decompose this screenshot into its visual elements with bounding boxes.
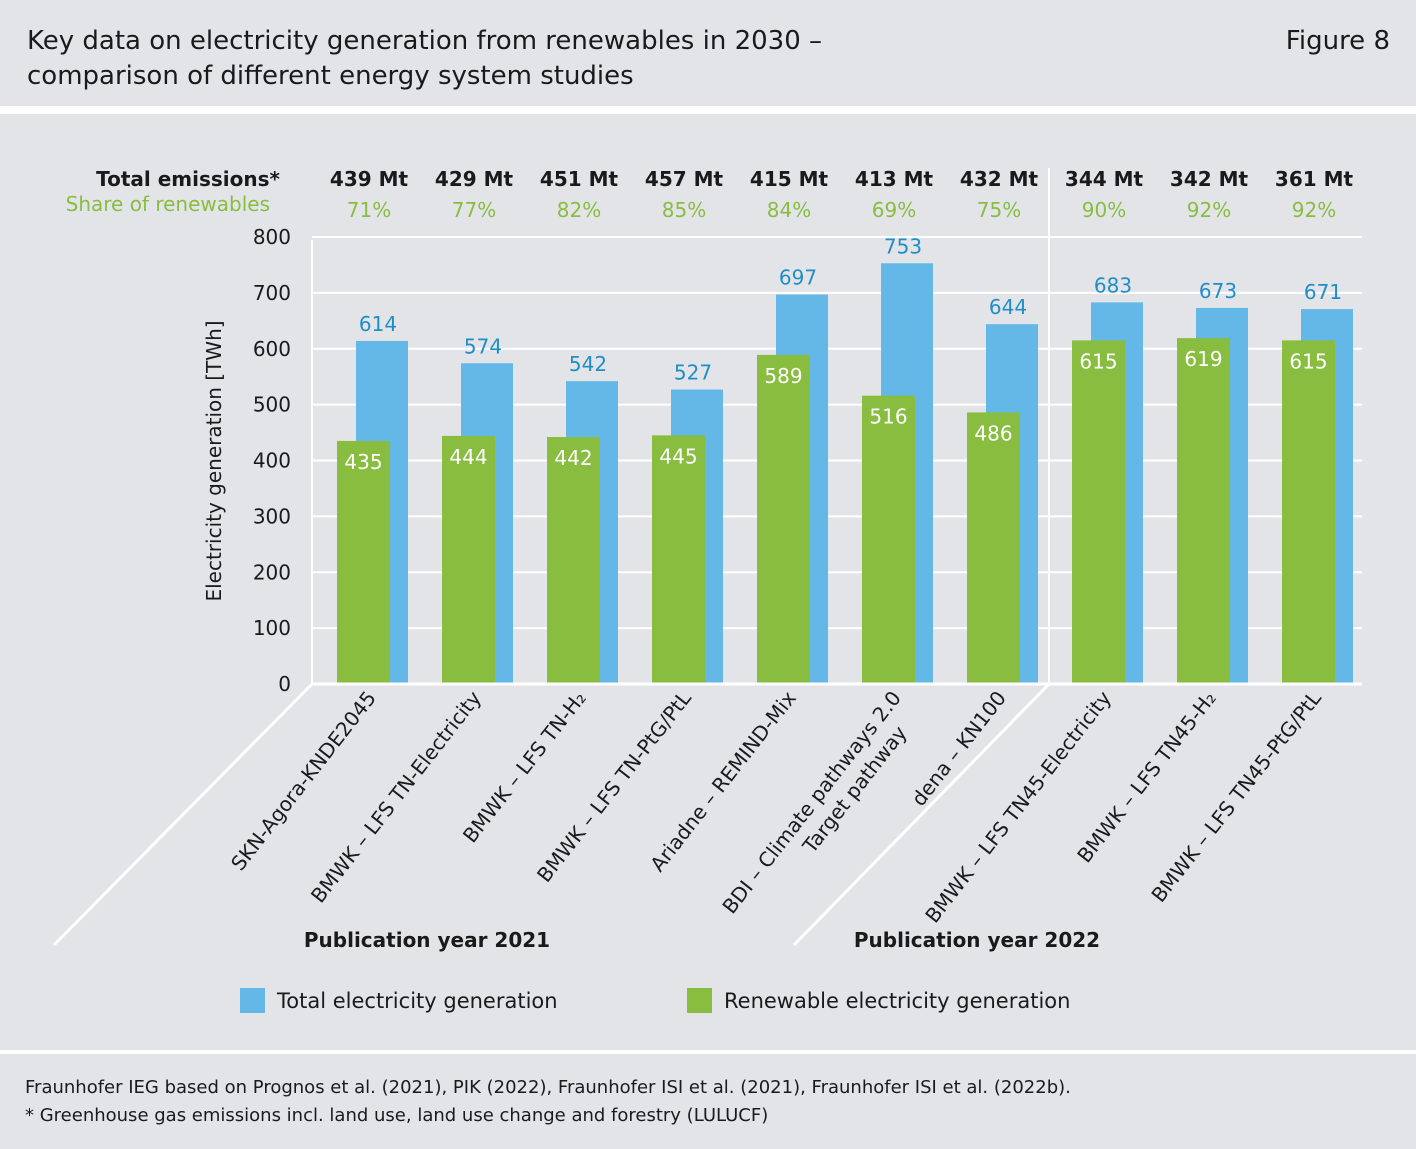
category-label-line: BMWK – LFS TN45-PtG/PtL <box>1146 686 1326 907</box>
emissions-row-label: Total emissions* <box>96 167 280 191</box>
y-tick-label: 0 <box>278 672 291 696</box>
share-row-label: Share of renewables <box>66 192 270 216</box>
bar-chart: 0 100 200 300 400 500 600 700 800 Electricity gen… <box>52 167 1362 1013</box>
y-tick-label: 700 <box>253 281 291 305</box>
renewable-generation-bar <box>757 354 810 684</box>
y-axis-label: Electricity generation [TWh] <box>202 320 226 601</box>
group-separator-2021 <box>52 682 314 947</box>
legend-swatch-renewable <box>687 988 712 1013</box>
total-generation-label: 644 <box>989 295 1027 319</box>
category-label: BMWK – LFS TN45-Electricity <box>920 686 1116 927</box>
category-label-line: BDI – Climate pathways 2.0 <box>717 686 906 918</box>
category-label: BMWK – LFS TN-Electricity <box>306 686 486 907</box>
emissions-value: 344 Mt <box>1065 167 1144 191</box>
emissions-value: 457 Mt <box>645 167 724 191</box>
emissions-value: 415 Mt <box>750 167 829 191</box>
emissions-value: 342 Mt <box>1170 167 1249 191</box>
renewable-generation-label: 589 <box>764 364 802 388</box>
renewable-generation-label: 444 <box>449 445 487 469</box>
total-generation-label: 542 <box>569 352 607 376</box>
share-value: 92% <box>1187 198 1231 222</box>
source-note: Fraunhofer IEG based on Prognos et al. (… <box>25 1077 1071 1098</box>
y-tick-label: 400 <box>253 449 291 473</box>
category-label-line: BMWK – LFS TN-Electricity <box>306 686 486 907</box>
renewable-generation-bar <box>442 435 495 684</box>
legend-swatch-total <box>240 988 265 1013</box>
total-generation-label: 527 <box>674 361 712 385</box>
renewable-generation-bar <box>1072 340 1125 684</box>
share-value: 85% <box>662 198 706 222</box>
category-label-line: BMWK – LFS TN45-Electricity <box>920 686 1116 927</box>
renewable-generation-bar <box>967 412 1020 684</box>
emissions-value: 429 Mt <box>435 167 514 191</box>
renewable-generation-bar <box>337 440 390 684</box>
emissions-value: 432 Mt <box>960 167 1039 191</box>
share-value: 77% <box>452 198 496 222</box>
y-tick-label: 200 <box>253 560 291 584</box>
renewable-generation-bar <box>1282 340 1335 684</box>
share-value: 92% <box>1292 198 1336 222</box>
total-generation-label: 574 <box>464 334 502 358</box>
share-value: 69% <box>872 198 916 222</box>
group-label-2021: Publication year 2021 <box>304 928 550 952</box>
group-separator-2022 <box>792 682 1051 947</box>
group-label-2022: Publication year 2022 <box>854 928 1100 952</box>
category-label-line: dena – KN100 <box>907 686 1011 810</box>
title-line-1: Key data on electricity generation from … <box>27 26 823 56</box>
renewable-generation-label: 619 <box>1184 347 1222 371</box>
renewable-generation-label: 615 <box>1289 349 1327 373</box>
renewable-generation-label: 615 <box>1079 349 1117 373</box>
total-generation-label: 671 <box>1304 280 1342 304</box>
total-generation-label: 683 <box>1094 273 1132 297</box>
renewable-generation-label: 435 <box>344 450 382 474</box>
y-tick-label: 500 <box>253 393 291 417</box>
total-generation-label: 673 <box>1199 279 1237 303</box>
chart-title: Key data on electricity generation from … <box>27 24 822 94</box>
y-tick-label: 800 <box>253 225 291 249</box>
emissions-value: 413 Mt <box>855 167 934 191</box>
footnote: * Greenhouse gas emissions incl. land us… <box>25 1105 769 1126</box>
renewable-generation-bar <box>1177 338 1230 684</box>
renewable-generation-label: 445 <box>659 444 697 468</box>
renewable-generation-bar <box>652 435 705 684</box>
y-tick-label: 600 <box>253 337 291 361</box>
y-tick-label: 100 <box>253 616 291 640</box>
category-label: BDI – Climate pathways 2.0Target pathway <box>717 686 926 934</box>
share-value: 71% <box>347 198 391 222</box>
category-label: BMWK – LFS TN45-PtG/PtL <box>1146 686 1326 907</box>
total-generation-label: 697 <box>779 266 817 290</box>
legend-label-renewable: Renewable electricity generation <box>724 989 1070 1013</box>
share-value: 90% <box>1082 198 1126 222</box>
renewable-generation-bar <box>547 437 600 684</box>
renewable-generation-label: 486 <box>974 421 1012 445</box>
y-tick-label: 300 <box>253 504 291 528</box>
renewable-generation-label: 442 <box>554 446 592 470</box>
category-label: dena – KN100 <box>907 686 1011 810</box>
total-generation-label: 753 <box>884 234 922 258</box>
share-value: 75% <box>977 198 1021 222</box>
emissions-value: 361 Mt <box>1275 167 1354 191</box>
emissions-value: 439 Mt <box>330 167 409 191</box>
header-divider <box>0 106 1416 114</box>
renewable-generation-bar <box>862 395 915 684</box>
emissions-value: 451 Mt <box>540 167 619 191</box>
footer-divider <box>0 1050 1416 1054</box>
total-generation-label: 614 <box>359 312 397 336</box>
renewable-generation-label: 516 <box>869 405 907 429</box>
share-value: 82% <box>557 198 601 222</box>
title-line-2: comparison of different energy system st… <box>27 61 634 91</box>
share-value: 84% <box>767 198 811 222</box>
figure-label: Figure 8 <box>1285 26 1390 56</box>
footer: Fraunhofer IEG based on Prognos et al. (… <box>25 1074 1071 1130</box>
legend-label-total: Total electricity generation <box>276 989 558 1013</box>
